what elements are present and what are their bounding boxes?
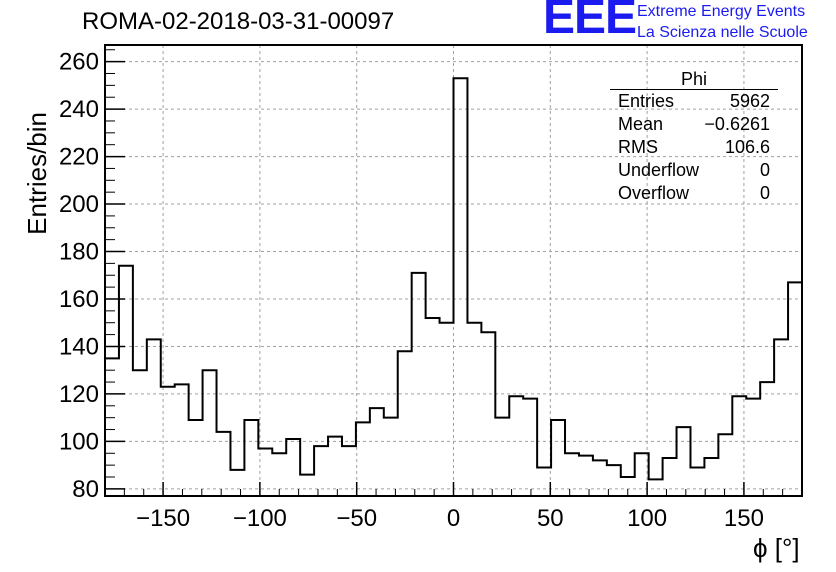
- stats-label: Entries: [618, 91, 675, 111]
- stats-value: 0: [759, 183, 770, 203]
- stats-label: Mean: [618, 114, 664, 134]
- x-tick-label: −100: [233, 505, 287, 532]
- stats-row-mean: Mean −0.6261: [610, 113, 778, 136]
- y-tick-label: 100: [59, 428, 99, 455]
- histogram-bin: [663, 458, 677, 496]
- y-tick-label: 180: [59, 239, 99, 266]
- histogram-bin: [356, 422, 370, 496]
- histogram-bin: [426, 318, 440, 496]
- histogram-bin: [788, 282, 802, 496]
- histogram-bin: [314, 446, 328, 496]
- histogram-bin: [704, 458, 718, 496]
- histogram-bin: [579, 456, 593, 496]
- histogram-bin: [203, 370, 217, 496]
- stats-row-entries: Entries 5962: [610, 90, 778, 113]
- histogram-bin: [760, 382, 774, 496]
- histogram-bin: [286, 439, 300, 496]
- histogram-bin: [133, 370, 147, 496]
- stats-box: Phi Entries 5962 Mean −0.6261 RMS 106.6 …: [610, 70, 778, 205]
- histogram-bin: [509, 396, 523, 496]
- chart-title: ROMA-02-2018-03-31-00097: [82, 8, 395, 35]
- histogram-bin: [440, 323, 454, 496]
- axis-ticks: [105, 49, 784, 496]
- x-axis-label: ϕ [°]: [753, 533, 800, 563]
- y-tick-label: 240: [59, 96, 99, 123]
- histogram-series: [105, 77, 802, 481]
- histogram-bin: [189, 420, 203, 496]
- histogram-bin: [161, 387, 175, 496]
- histogram-bin: [300, 475, 314, 496]
- y-tick-label: 260: [59, 49, 99, 76]
- y-axis-label: Entries/bin: [22, 112, 52, 235]
- histogram-bin: [649, 479, 663, 496]
- histogram-bin: [398, 351, 412, 496]
- eee-logo: EEE: [543, 0, 637, 44]
- stats-value: 106.6: [724, 137, 770, 157]
- logo-line-1: Extreme Energy Events: [637, 3, 806, 20]
- y-tick-label: 80: [72, 476, 99, 503]
- histogram-bin: [593, 460, 607, 496]
- stats-value: −0.6261: [704, 114, 770, 134]
- histogram-bin: [746, 399, 760, 496]
- stats-row-rms: RMS 106.6: [610, 136, 778, 159]
- histogram-bin: [230, 470, 244, 496]
- histogram-bin: [718, 434, 732, 496]
- logo-line-2: La Scienza nelle Scuole: [637, 24, 808, 41]
- y-tick-label: 200: [59, 191, 99, 218]
- histogram-bin: [342, 446, 356, 496]
- histogram-bin: [467, 323, 481, 496]
- histogram-bin: [370, 408, 384, 496]
- histogram-bin: [244, 420, 258, 496]
- histogram-bin: [454, 78, 468, 496]
- y-tick-label: 140: [59, 333, 99, 360]
- x-tick-label: 50: [537, 505, 564, 532]
- histogram-bin: [537, 468, 551, 496]
- x-tick-label: −50: [336, 505, 377, 532]
- y-tick-label: 160: [59, 286, 99, 313]
- histogram-bin: [565, 453, 579, 496]
- tick-labels: −150 −100 −50 0 50 100 150 80 100 120 140 160 180 200…: [59, 49, 764, 532]
- histogram-bin: [607, 465, 621, 496]
- histogram-bin: [551, 420, 565, 496]
- histogram-bin: [495, 418, 509, 496]
- stats-value: 5962: [729, 91, 770, 111]
- histogram-bin: [732, 396, 746, 496]
- histogram-bin: [384, 418, 398, 496]
- y-tick-label: 120: [59, 381, 99, 408]
- histogram-bin: [217, 432, 231, 496]
- histogram-bin: [119, 266, 133, 496]
- stats-label: RMS: [618, 137, 658, 157]
- x-tick-label: −150: [136, 505, 190, 532]
- histogram-bin: [412, 273, 426, 496]
- histogram-bin: [481, 332, 495, 496]
- histogram-bin: [147, 339, 161, 496]
- histogram-bin: [690, 468, 704, 496]
- histogram-bin: [774, 339, 788, 496]
- stats-row-underflow: Underflow 0: [610, 159, 778, 182]
- histogram-bin: [677, 427, 691, 496]
- histogram-bin: [328, 437, 342, 496]
- histogram-bin: [105, 358, 119, 496]
- stats-label: Overflow: [618, 183, 690, 203]
- x-tick-label: 150: [724, 505, 764, 532]
- y-tick-label: 220: [59, 144, 99, 171]
- histogram-bin: [523, 399, 537, 496]
- stats-title: Phi: [610, 70, 778, 90]
- stats-row-overflow: Overflow 0: [610, 182, 778, 205]
- x-tick-label: 100: [627, 505, 667, 532]
- x-tick-label: 0: [447, 505, 460, 532]
- stats-value: 0: [759, 160, 770, 180]
- histogram-bin: [175, 384, 189, 496]
- stats-label: Underflow: [618, 160, 700, 180]
